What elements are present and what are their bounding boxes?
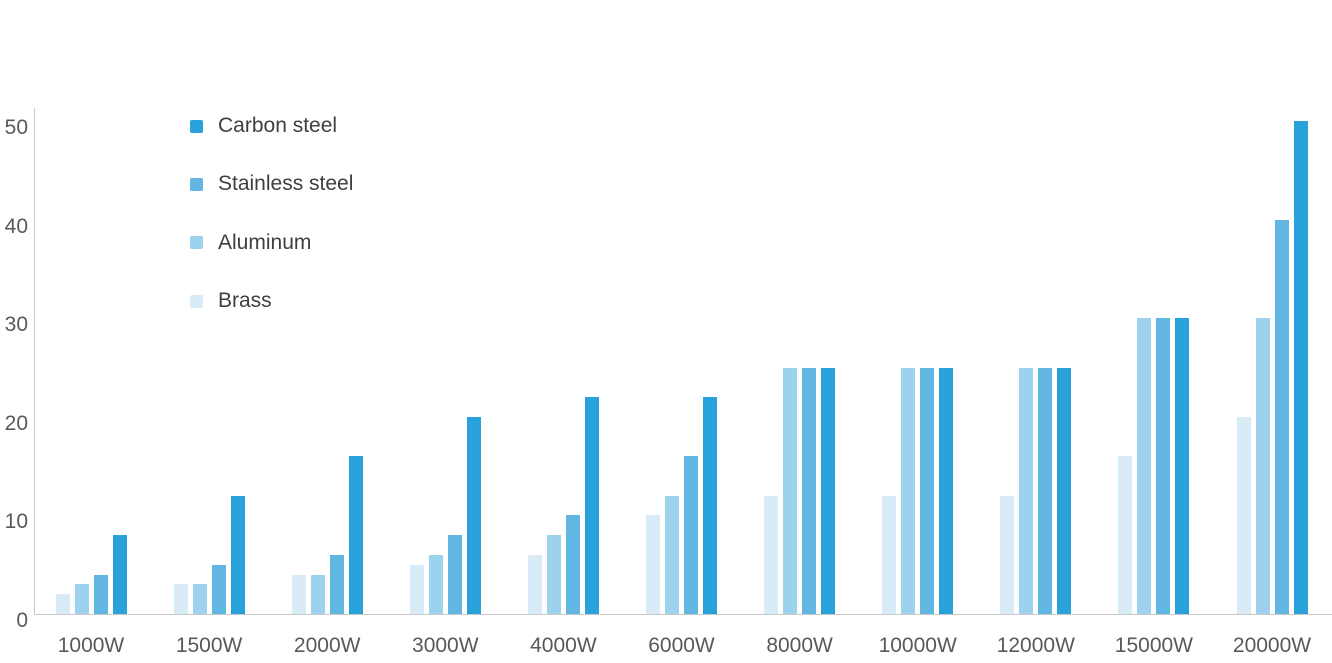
x-tick-label-20000w: 20000W <box>1232 634 1312 657</box>
y-axis-line <box>34 108 35 615</box>
bar-brass-20000w <box>1236 416 1251 614</box>
bar-stainless-steel-3000w <box>447 535 462 614</box>
bar-aluminum-10000w <box>901 367 916 614</box>
bar-stainless-steel-1000w <box>93 574 108 614</box>
bar-aluminum-2000w <box>310 574 325 614</box>
bar-brass-4000w <box>527 554 542 614</box>
bar-stainless-steel-1500w <box>211 564 226 614</box>
bar-aluminum-4000w <box>546 535 561 614</box>
x-tick-label-1500w: 1500W <box>175 634 243 657</box>
legend-item-stainless-steel: Stainless steel <box>190 171 353 197</box>
bar-aluminum-3000w <box>428 554 443 614</box>
legend-item-carbon-steel: Carbon steel <box>190 113 337 139</box>
bar-aluminum-8000w <box>783 367 798 614</box>
bar-stainless-steel-2000w <box>329 554 344 614</box>
bar-carbon-steel-12000w <box>1057 367 1072 614</box>
bar-carbon-steel-10000w <box>939 367 954 614</box>
bar-stainless-steel-15000w <box>1156 318 1171 614</box>
bar-brass-2000w <box>291 574 306 614</box>
legend-item-aluminum: Aluminum <box>190 230 311 256</box>
x-tick-label-10000w: 10000W <box>878 634 957 657</box>
y-tick-label-0: 0 <box>16 609 28 632</box>
legend-marker-aluminum-icon <box>190 236 203 250</box>
bar-stainless-steel-6000w <box>684 456 698 614</box>
bar-brass-15000w <box>1118 456 1133 614</box>
legend-marker-stainless-steel-icon <box>190 177 203 191</box>
bar-carbon-steel-2000w <box>348 456 363 614</box>
bar-stainless-steel-8000w <box>802 367 817 614</box>
x-tick-label-1000w: 1000W <box>57 634 125 657</box>
bar-stainless-steel-20000w <box>1274 219 1289 614</box>
bar-stainless-steel-12000w <box>1038 367 1053 614</box>
bar-brass-3000w <box>409 564 424 614</box>
x-tick-label-6000w: 6000W <box>648 634 715 657</box>
bar-brass-1000w <box>55 594 70 614</box>
bar-brass-1500w <box>173 584 188 614</box>
x-tick-label-2000w: 2000W <box>293 634 361 657</box>
bar-carbon-steel-6000w <box>703 397 717 614</box>
y-tick-label-10: 10 <box>4 510 28 534</box>
y-tick-label-50: 50 <box>4 116 28 139</box>
bar-stainless-steel-10000w <box>920 367 935 614</box>
y-tick-label-20: 20 <box>4 411 28 435</box>
bar-brass-8000w <box>764 495 779 614</box>
x-tick-label-3000w: 3000W <box>412 634 479 657</box>
y-tick-label-30: 30 <box>4 313 28 337</box>
bar-carbon-steel-20000w <box>1293 121 1308 614</box>
bar-carbon-steel-3000w <box>466 416 481 614</box>
legend-label-stainless-steel: Stainless steel <box>218 172 354 196</box>
bar-aluminum-1000w <box>74 584 89 614</box>
bar-carbon-steel-8000w <box>821 367 836 614</box>
bar-carbon-steel-1000w <box>112 535 127 614</box>
y-tick-label-40: 40 <box>4 214 28 238</box>
x-tick-label-15000w: 15000W <box>1114 634 1193 657</box>
bar-aluminum-12000w <box>1019 367 1034 614</box>
legend-marker-carbon-steel-icon <box>190 119 203 133</box>
legend-label-aluminum: Aluminum <box>218 230 312 254</box>
legend-marker-brass-icon <box>190 294 203 308</box>
x-tick-label-4000w: 4000W <box>530 634 597 657</box>
x-tick-label-8000w: 8000W <box>766 634 833 657</box>
legend-item-brass: Brass <box>190 288 272 314</box>
bar-aluminum-1500w <box>192 584 207 614</box>
bar-aluminum-6000w <box>665 495 679 614</box>
bar-carbon-steel-15000w <box>1175 318 1190 614</box>
bar-stainless-steel-4000w <box>565 515 580 614</box>
legend-label-carbon-steel: Carbon steel <box>218 114 338 137</box>
bar-brass-6000w <box>646 515 660 614</box>
bar-aluminum-20000w <box>1255 318 1270 614</box>
x-tick-label-12000w: 12000W <box>996 634 1075 657</box>
bar-carbon-steel-1500w <box>230 495 245 614</box>
bar-aluminum-15000w <box>1137 318 1152 614</box>
bar-brass-10000w <box>882 495 897 614</box>
x-axis-line <box>34 614 1332 615</box>
bar-carbon-steel-4000w <box>584 397 599 614</box>
legend-label-brass: Brass <box>218 289 272 313</box>
bar-brass-12000w <box>1000 495 1015 614</box>
